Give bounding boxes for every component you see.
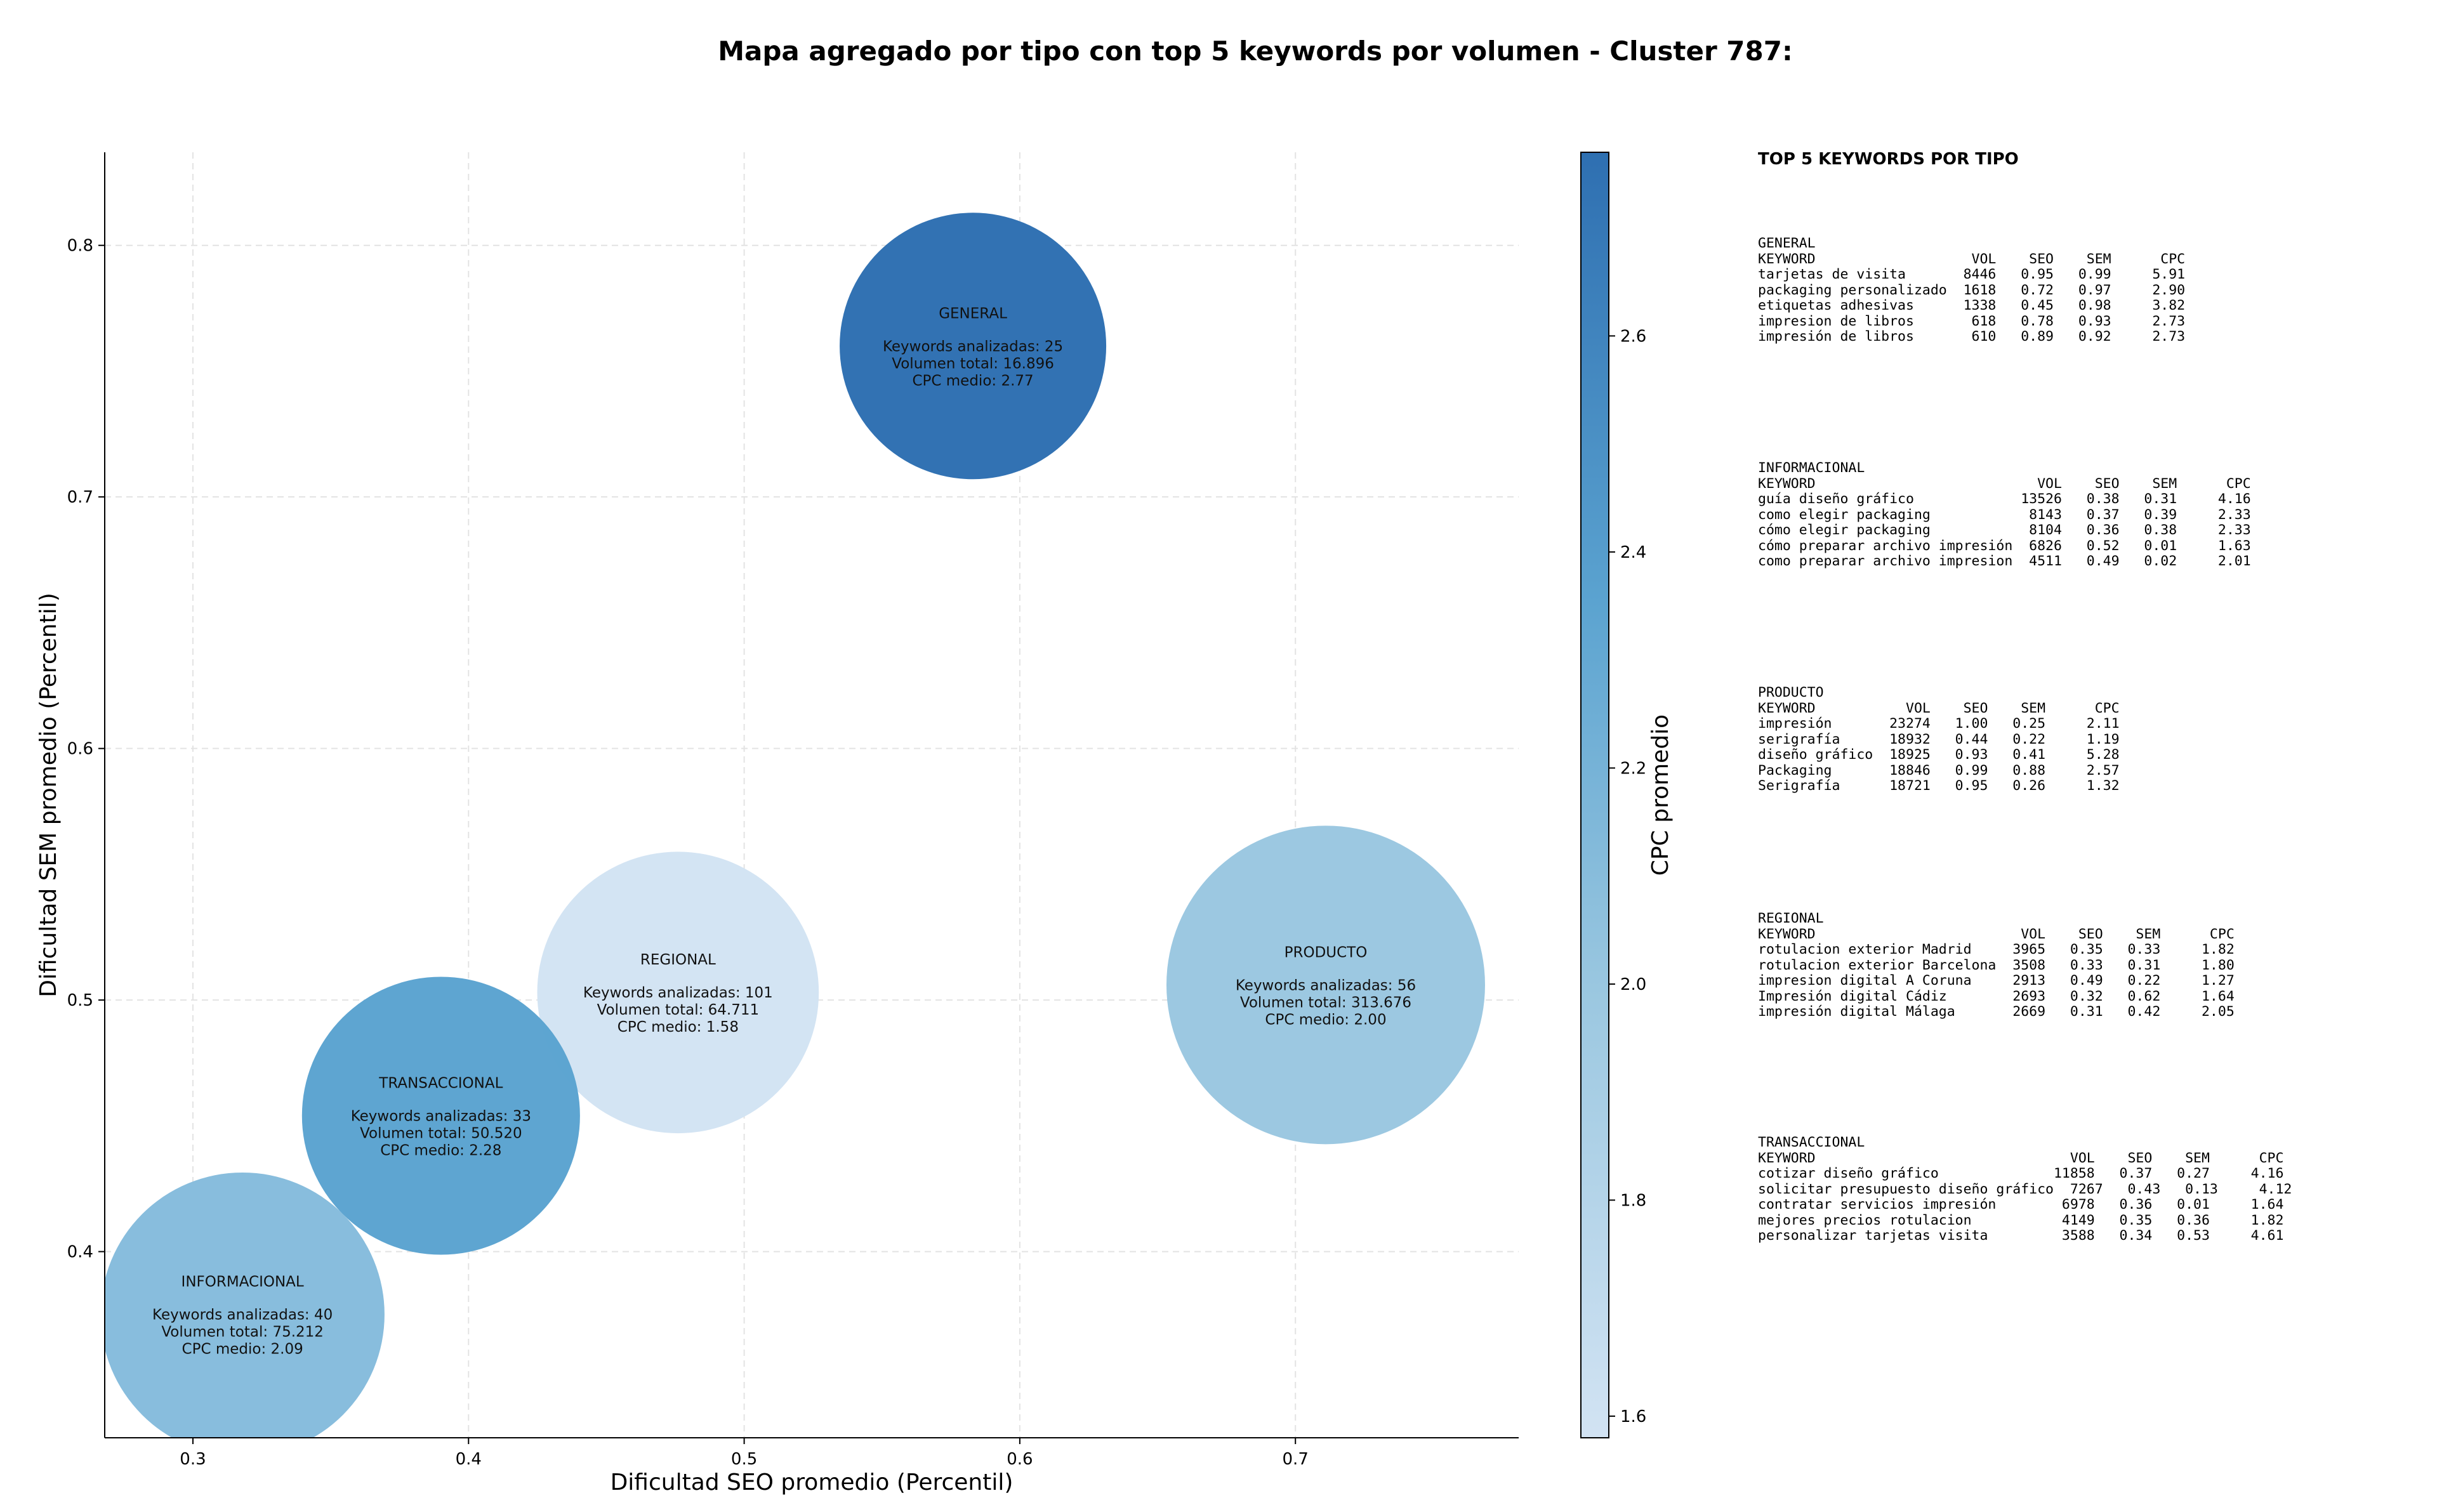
- bubble-name-label: REGIONAL: [640, 952, 716, 968]
- y-tick-label: 0.4: [67, 1243, 93, 1262]
- keyword-row: como preparar archivo impresion 4511 0.4…: [1758, 553, 2251, 569]
- top-keywords-title: TOP 5 KEYWORDS POR TIPO: [1758, 150, 2019, 169]
- bubble-volume-label: Volumen total: 313.676: [1240, 994, 1411, 1011]
- x-tick-label: 0.3: [180, 1450, 206, 1469]
- keyword-row: diseño gráfico 18925 0.93 0.41 5.28: [1758, 747, 2120, 763]
- keyword-row: cotizar diseño gráfico 11858 0.37 0.27 4…: [1758, 1166, 2284, 1181]
- bubble-keywords-label: Keywords analizadas: 40: [152, 1307, 333, 1324]
- x-axis-label: Dificultad SEO promedio (Percentil): [611, 1469, 1014, 1496]
- keyword-group-regional: REGIONAL KEYWORD VOL SEO SEM CPC rotulacio…: [1758, 910, 2235, 1020]
- top-keywords-panel: TOP 5 KEYWORDS POR TIPO GENERAL KEYWORD V…: [1758, 150, 2424, 1244]
- bubble-keywords-label: Keywords analizadas: 33: [351, 1108, 531, 1125]
- bubble-name-label: INFORMACIONAL: [182, 1274, 304, 1291]
- keyword-group-title: INFORMACIONAL: [1758, 460, 1865, 476]
- colorbar-gradient: [1580, 152, 1609, 1438]
- bubble-informacional: INFORMACIONAL Keywords analizadas: 40Volu…: [105, 1173, 385, 1438]
- colorbar-tick-label: 1.8: [1620, 1191, 1646, 1210]
- keyword-row: Serigrafía 18721 0.95 0.26 1.32: [1758, 778, 2120, 794]
- keyword-table-header: KEYWORD VOL SEO SEM CPC: [1758, 251, 2186, 267]
- keyword-row: impresion digital A Coruna 2913 0.49 0.2…: [1758, 973, 2235, 989]
- keyword-row: impresion de libros 618 0.78 0.93 2.73: [1758, 313, 2186, 329]
- keyword-row: cómo preparar archivo impresión 6826 0.5…: [1758, 537, 2251, 554]
- bubble-circle: [1166, 825, 1485, 1145]
- keyword-row: guía diseño gráfico 13526 0.38 0.31 4.16: [1758, 491, 2251, 507]
- keyword-row: impresión digital Málaga 2669 0.31 0.42 …: [1758, 1004, 2235, 1020]
- keyword-table-header: KEYWORD VOL SEO SEM CPC: [1758, 700, 2120, 716]
- chart-title: Mapa agregado por tipo con top 5 keyword…: [718, 36, 1793, 67]
- keyword-group-general: GENERAL KEYWORD VOL SEO SEM CPC tarjetas d…: [1758, 235, 2186, 345]
- keyword-row: cómo elegir packaging 8104 0.36 0.38 2.3…: [1758, 522, 2251, 538]
- keyword-row: Impresión digital Cádiz 2693 0.32 0.62 1…: [1758, 988, 2235, 1004]
- keyword-group-title: TRANSACCIONAL: [1758, 1134, 1865, 1150]
- bubble-circle: [840, 213, 1107, 480]
- keyword-group-title: PRODUCTO: [1758, 685, 1824, 700]
- bubble-cpc-label: CPC medio: 2.28: [380, 1143, 501, 1159]
- bubble-volume-label: Volumen total: 64.711: [597, 1002, 760, 1018]
- x-tick-label: 0.6: [1007, 1450, 1033, 1469]
- colorbar-tick-label: 2.6: [1620, 327, 1646, 346]
- colorbar: 1.6 1.8 2.0 2.2 2.4 2.6: [1580, 152, 1646, 1438]
- bubble-volume-label: Volumen total: 75.212: [161, 1324, 324, 1341]
- bubble-cpc-label: CPC medio: 2.00: [1265, 1011, 1386, 1028]
- keyword-group-producto: PRODUCTO KEYWORD VOL SEO SEM CPC impresión…: [1758, 685, 2120, 794]
- colorbar-label: CPC promedio: [1648, 714, 1674, 876]
- keyword-row: tarjetas de visita 8446 0.95 0.99 5.91: [1758, 266, 2186, 282]
- bubble-name-label: GENERAL: [939, 305, 1007, 322]
- colorbar-tick-label: 2.4: [1620, 543, 1646, 562]
- y-tick-label: 0.6: [67, 740, 93, 759]
- axes: 0.3 0.4 0.5 0.6 0.7 0.4 0.5 0.6 0.7 0.8: [67, 152, 1519, 1469]
- keyword-row: personalizar tarjetas visita 3588 0.34 0…: [1758, 1228, 2284, 1244]
- keyword-row: mejores precios rotulacion 4149 0.35 0.3…: [1758, 1212, 2284, 1228]
- keyword-group-title: REGIONAL: [1758, 910, 1824, 926]
- colorbar-tick-label: 2.2: [1620, 759, 1646, 778]
- y-tick-label: 0.5: [67, 991, 93, 1010]
- keyword-row: rotulacion exterior Madrid 3965 0.35 0.3…: [1758, 942, 2235, 957]
- bubble-name-label: TRANSACCIONAL: [378, 1075, 503, 1092]
- keyword-row: serigrafía 18932 0.44 0.22 1.19: [1758, 731, 2120, 747]
- keyword-row: Packaging 18846 0.99 0.88 2.57: [1758, 762, 2120, 779]
- keyword-group-informacional: INFORMACIONAL KEYWORD VOL SEO SEM CPC guía…: [1758, 460, 2251, 570]
- keyword-group-transaccional: TRANSACCIONAL KEYWORD VOL SEO SEM CPC coti…: [1758, 1134, 2292, 1244]
- colorbar-tick-label: 2.0: [1620, 975, 1646, 994]
- bubble-regional: REGIONAL Keywords analizadas: 101Volumen …: [537, 851, 819, 1134]
- y-tick-label: 0.8: [67, 237, 93, 256]
- bubble-circle: [301, 976, 580, 1255]
- bubble-cpc-label: CPC medio: 2.09: [182, 1341, 303, 1358]
- x-tick-label: 0.7: [1283, 1450, 1309, 1469]
- keyword-row: impresión 23274 1.00 0.25 2.11: [1758, 716, 2120, 732]
- bubble-volume-label: Volumen total: 16.896: [892, 355, 1054, 372]
- bubble-keywords-label: Keywords analizadas: 25: [883, 338, 1063, 355]
- keyword-row: solicitar presupuesto diseño gráfico 726…: [1758, 1181, 2292, 1197]
- bubble-name-label: PRODUCTO: [1285, 944, 1368, 961]
- keyword-group-title: GENERAL: [1758, 235, 1816, 251]
- y-axis-label: Dificultad SEM promedio (Percentil): [36, 593, 62, 997]
- bubble-volume-label: Volumen total: 50.520: [360, 1126, 522, 1142]
- bubble-keywords-label: Keywords analizadas: 101: [583, 985, 773, 1001]
- x-tick-label: 0.4: [456, 1450, 482, 1469]
- x-tick-label: 0.5: [731, 1450, 757, 1469]
- colorbar-tick-label: 1.6: [1620, 1407, 1646, 1426]
- keyword-row: como elegir packaging 8143 0.37 0.39 2.3…: [1758, 506, 2251, 523]
- keyword-table-header: KEYWORD VOL SEO SEM CPC: [1758, 475, 2251, 492]
- keyword-row: rotulacion exterior Barcelona 3508 0.33 …: [1758, 957, 2235, 973]
- keyword-row: etiquetas adhesivas 1338 0.45 0.98 3.82: [1758, 298, 2186, 313]
- bubble-cpc-label: CPC medio: 2.77: [912, 372, 1033, 389]
- y-tick-label: 0.7: [67, 488, 93, 507]
- bubble-circle: [105, 1173, 385, 1438]
- keyword-table-header: KEYWORD VOL SEO SEM CPC: [1758, 1150, 2284, 1166]
- bubble-cpc-label: CPC medio: 1.58: [618, 1019, 739, 1035]
- keyword-row: contratar servicios impresión 6978 0.36 …: [1758, 1197, 2284, 1213]
- keyword-table-header: KEYWORD VOL SEO SEM CPC: [1758, 926, 2235, 942]
- bubble-keywords-label: Keywords analizadas: 56: [1236, 977, 1416, 994]
- bubble-transaccional: TRANSACCIONAL Keywords analizadas: 33Volu…: [301, 976, 580, 1255]
- bubble-circle: [537, 851, 819, 1134]
- keyword-row: impresión de libros 610 0.89 0.92 2.73: [1758, 329, 2186, 345]
- keyword-row: packaging personalizado 1618 0.72 0.97 2…: [1758, 282, 2186, 298]
